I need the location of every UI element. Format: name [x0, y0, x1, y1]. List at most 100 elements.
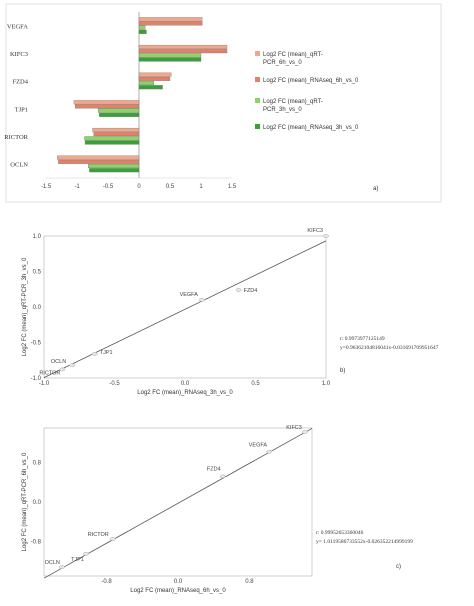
point-label: RICTOR — [88, 532, 109, 538]
y-tick-label: -1.0 — [31, 376, 42, 382]
point-label: TJP1 — [71, 557, 84, 563]
x-tick-label: 1.5 — [228, 184, 237, 190]
x-tick-label: -1 — [74, 184, 80, 190]
bar-chart-frame — [5, 3, 442, 203]
legend-swatch — [255, 51, 260, 56]
point-label: RICTOR — [39, 370, 60, 376]
point-label: VEGFA — [249, 443, 268, 449]
x-tick-label: -0.8 — [101, 579, 112, 585]
data-point — [83, 551, 89, 556]
legend-entry: Log2 FC (mean)_qRT- — [263, 99, 323, 105]
data-point — [59, 565, 65, 569]
bar — [92, 127, 140, 132]
bar — [57, 155, 140, 160]
bar — [84, 140, 140, 145]
bar — [89, 168, 140, 173]
correlation-text: r: 0.9973977125149 — [340, 336, 385, 342]
scatter-chart-b: -1.0 -0.5 0.0 0.5 1.0 -1.0 -0.5 0.0 0.5 1.0 KIFC3 V… — [22, 228, 439, 396]
point-label: OCLN — [51, 359, 66, 365]
regression-line — [43, 428, 313, 579]
bar — [93, 132, 140, 137]
point-label: KIFC3 — [307, 228, 323, 234]
legend-entry: Log2 FC (mean)_RNAseq_3h_vs_0 — [263, 125, 359, 131]
data-point — [199, 298, 205, 302]
y-tick-label: -0.8 — [31, 539, 42, 545]
data-point — [219, 474, 226, 479]
legend-entry: PCR_6h_vs_0 — [263, 60, 302, 66]
data-point — [91, 352, 98, 356]
plot-frame — [43, 235, 327, 379]
bar — [138, 17, 203, 22]
bar — [138, 85, 163, 90]
y-tick-label: -0.5 — [31, 341, 42, 347]
y-axis-label: Log2 FC (mean)_qRT-PCR_3h_vs_0 — [22, 257, 28, 356]
category-label: KIFC3 — [10, 51, 28, 58]
scatter-chart-c: -0.8 0.0 0.8 -0.8 0.0 0.8 KIFC3 VEGFA FZD4 RICTOR… — [22, 425, 413, 594]
x-tick-label: 0 — [137, 184, 141, 190]
x-tick-label: 1 — [199, 184, 203, 190]
x-tick-label: 0.0 — [174, 579, 183, 585]
x-tick-label: 0.8 — [245, 579, 254, 585]
bar — [84, 136, 140, 141]
bar — [74, 104, 140, 109]
x-tick-label: -0.5 — [103, 184, 114, 190]
panel-label: b) — [340, 368, 345, 374]
x-axis-label: Log2 FC (mean)_RNAseq_3h_vs_0 — [137, 390, 233, 396]
point-label: TJP1 — [100, 350, 113, 356]
point-label: OCLN — [45, 560, 60, 566]
bar — [88, 164, 140, 169]
data-point — [302, 430, 308, 434]
y-axis-label: Log2 FC (mean)_qRT-PCR_6h_vs_0 — [22, 452, 28, 551]
bar — [138, 29, 147, 34]
regression-equation: y= 1.0119586733552x-0.026352214999199 — [316, 539, 413, 545]
category-label: VEGFA — [7, 23, 28, 30]
legend-swatch — [255, 124, 260, 129]
bar — [97, 108, 140, 113]
legend-entry: PCR_3h_vs_0 — [263, 107, 302, 113]
legend-entry: Log2 FC (mean)_qRT- — [263, 52, 323, 58]
legend-swatch — [255, 98, 260, 103]
category-label: TJP1 — [15, 106, 28, 113]
x-tick-label: 0.5 — [166, 184, 175, 190]
category-label: OCLN — [10, 162, 28, 169]
bar — [138, 25, 146, 30]
bar-chart-panel: VEGFA KIFC3 FZD4 TJP1 RICTOR OCLN -1.5 -1 -0.5 0… — [4, 3, 442, 203]
correlation-text: r: 0.99952653360046 — [316, 530, 364, 536]
y-tick-label: 0.5 — [33, 270, 42, 276]
regression-equation: y=0.96362104816041x-0.031691709951647 — [340, 345, 439, 351]
bar — [138, 81, 155, 86]
x-axis-label: Log2 FC (mean)_RNAseq_6h_vs_0 — [130, 588, 226, 594]
bar — [138, 44, 228, 49]
data-point — [109, 537, 116, 541]
category-label: FZD4 — [12, 79, 28, 86]
x-tick-label: 0.5 — [251, 381, 260, 387]
x-tick-label: -1.5 — [41, 184, 52, 190]
data-point — [323, 234, 329, 238]
bar — [58, 159, 140, 164]
data-point — [59, 367, 66, 372]
data-point — [69, 363, 76, 368]
bar — [138, 21, 203, 26]
y-tick-label: 0.8 — [33, 461, 42, 467]
data-point — [235, 288, 242, 292]
legend-swatch — [255, 77, 260, 82]
x-tick-label: -0.5 — [109, 381, 120, 387]
bar — [138, 53, 202, 58]
bar — [138, 49, 228, 54]
x-tick-label: -1.0 — [39, 381, 50, 387]
x-tick-label: 1.0 — [322, 381, 331, 387]
y-tick-label: 0.0 — [33, 500, 42, 506]
bar — [73, 100, 140, 105]
point-label: FZD4 — [244, 288, 258, 294]
data-point — [266, 449, 272, 454]
y-tick-label: 0.0 — [33, 305, 42, 311]
regression-line — [43, 240, 327, 379]
point-label: VEGFA — [180, 292, 199, 298]
category-label: RICTOR — [4, 134, 28, 141]
y-tick-label: 1.0 — [33, 234, 42, 240]
point-label: KIFC3 — [286, 425, 302, 431]
plot-frame — [43, 427, 313, 577]
bar — [138, 57, 202, 62]
point-label: FZD4 — [207, 466, 221, 472]
